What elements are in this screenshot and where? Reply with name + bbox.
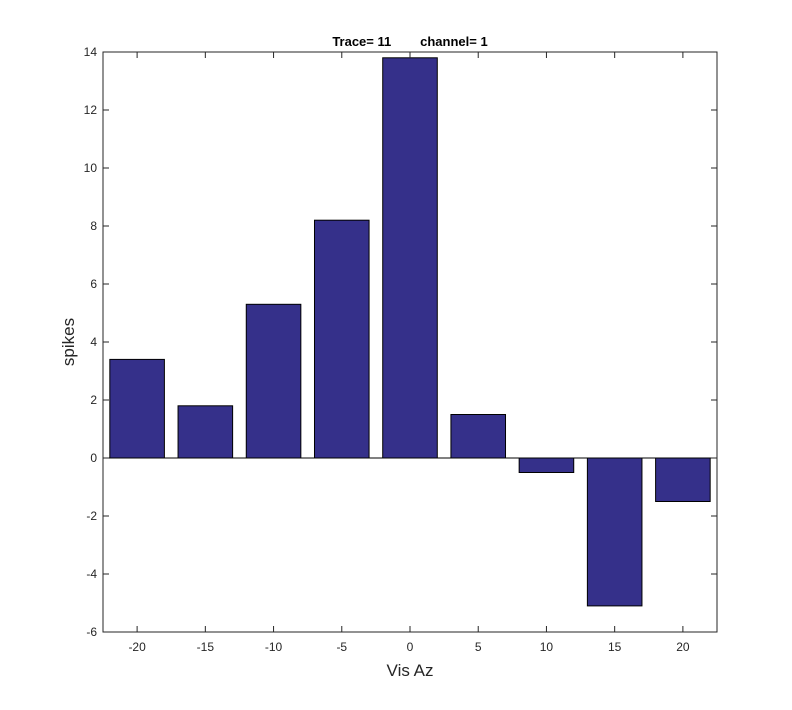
bar-15 [586, 457, 643, 607]
x-axis-label: Vis Az [387, 661, 434, 680]
x-tick-label: -10 [265, 640, 283, 654]
bar-20 [655, 457, 711, 502]
y-tick-label: 4 [90, 335, 97, 349]
bar--10 [245, 303, 302, 459]
chart-title: Trace= 11 channel= 1 [332, 34, 487, 49]
bar-0 [382, 57, 438, 459]
x-axis-ticks: -20 -15 -10 -5 0 5 10 15 20 [128, 52, 690, 654]
y-tick-label: 12 [84, 103, 98, 117]
bar--15 [177, 405, 234, 459]
y-tick-label: 8 [90, 219, 97, 233]
y-tick-label: 6 [90, 277, 97, 291]
y-tick-label: 2 [90, 393, 97, 407]
x-tick-label: 5 [475, 640, 482, 654]
bar-10 [518, 457, 575, 473]
x-tick-label: -5 [336, 640, 347, 654]
y-tick-label: -6 [86, 625, 97, 639]
y-tick-label: -2 [86, 509, 97, 523]
bar-5 [450, 414, 507, 459]
y-axis-ticks: -6 -4 -2 0 2 4 6 8 10 12 14 [84, 45, 717, 639]
x-tick-label: 10 [540, 640, 554, 654]
x-tick-label: 0 [407, 640, 414, 654]
y-tick-label: 10 [84, 161, 98, 175]
y-axis-label: spikes [59, 318, 78, 366]
x-tick-label: 15 [608, 640, 622, 654]
bar--5 [313, 219, 370, 459]
bars-group [109, 57, 711, 607]
y-tick-label: 14 [84, 45, 98, 59]
y-tick-label: -4 [86, 567, 97, 581]
y-tick-label: 0 [90, 451, 97, 465]
x-tick-label: -15 [197, 640, 215, 654]
bar--20 [109, 358, 165, 459]
x-tick-label: 20 [676, 640, 690, 654]
x-tick-label: -20 [128, 640, 146, 654]
